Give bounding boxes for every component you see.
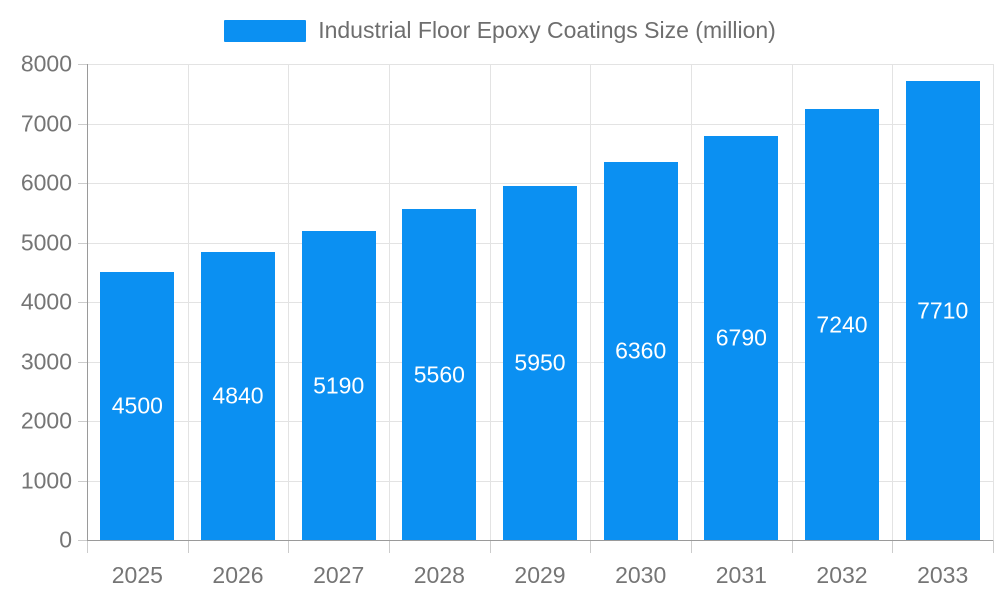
x-axis-tick-label: 2030: [615, 562, 667, 588]
legend-label: Industrial Floor Epoxy Coatings Size (mi…: [318, 17, 776, 43]
y-axis-tick: [78, 480, 87, 482]
x-axis-tick-label: 2031: [715, 562, 767, 588]
y-axis-tick: [78, 123, 87, 125]
bar-2030[interactable]: [603, 161, 678, 540]
bar-value-label: 6790: [715, 324, 767, 351]
y-axis-tick-label: 0: [59, 526, 72, 553]
x-axis-tick: [489, 540, 491, 553]
x-axis-tick-label: 2028: [413, 562, 465, 588]
x-axis-tick: [892, 540, 894, 553]
legend-swatch-icon: [224, 19, 307, 42]
y-axis-tick: [78, 242, 87, 244]
y-axis-tick-label: 3000: [20, 348, 72, 374]
x-axis-tick: [187, 540, 189, 553]
x-axis-tick-label: 2027: [313, 562, 365, 588]
y-axis-tick-label: 7000: [20, 110, 72, 136]
y-axis-tick-label: 2000: [20, 407, 72, 434]
x-axis-tick-label: 2032: [816, 562, 868, 588]
bar-2032[interactable]: [805, 109, 879, 540]
gridline-vertical: [892, 64, 894, 540]
y-axis-tick-label: 4000: [20, 288, 72, 315]
gridline-vertical: [590, 64, 592, 540]
bar-value-label: 6360: [615, 337, 667, 364]
gridline-horizontal: [87, 123, 993, 125]
bar-2029[interactable]: [503, 185, 577, 540]
bar-value-label: 5190: [313, 372, 365, 399]
x-axis-line: [87, 540, 993, 541]
gridline-vertical: [288, 64, 290, 540]
y-axis-tick-label: 1000: [20, 467, 72, 493]
x-axis-tick: [87, 540, 88, 553]
gridline-vertical: [791, 64, 793, 540]
bar-value-label: 5560: [413, 361, 465, 388]
y-axis-line: [87, 64, 88, 541]
y-axis-tick: [78, 540, 87, 541]
gridline-vertical: [187, 64, 189, 540]
y-axis-tick-label: 5000: [20, 229, 72, 255]
y-axis-tick-label: 6000: [20, 169, 72, 196]
gridline-horizontal: [87, 183, 993, 184]
gridline-vertical: [489, 64, 491, 540]
bar-2026[interactable]: [201, 252, 275, 540]
x-axis-tick: [590, 540, 592, 553]
y-axis-tick: [78, 421, 87, 422]
gridline-horizontal: [87, 64, 993, 65]
x-axis-tick-label: 2029: [514, 562, 566, 588]
gridline-vertical: [389, 64, 390, 540]
y-axis-tick-label: 8000: [20, 50, 72, 77]
x-axis-tick: [691, 540, 692, 553]
bar-2028[interactable]: [402, 209, 477, 540]
bar-2031[interactable]: [704, 135, 779, 540]
bar-value-label: 4840: [212, 382, 264, 409]
y-axis-tick: [78, 64, 87, 65]
bar-2027[interactable]: [301, 231, 376, 540]
x-axis-tick-label: 2033: [917, 562, 969, 588]
x-axis-tick-label: 2025: [111, 562, 163, 588]
gridline-vertical: [993, 64, 994, 540]
x-axis-tick-label: 2026: [212, 562, 264, 588]
bar-value-label: 4500: [111, 392, 163, 419]
x-axis-tick: [993, 540, 994, 553]
y-axis-tick: [78, 302, 87, 303]
y-axis-tick: [78, 183, 87, 184]
gridline-vertical: [691, 64, 692, 540]
x-axis-tick: [389, 540, 390, 553]
bar-2025[interactable]: [100, 272, 175, 540]
chart-legend[interactable]: Industrial Floor Epoxy Coatings Size (mi…: [0, 17, 1000, 44]
bar-value-label: 5950: [514, 349, 566, 376]
x-axis-tick: [288, 540, 290, 553]
y-axis-tick: [78, 361, 87, 363]
x-axis-tick: [791, 540, 793, 553]
bar-value-label: 7710: [917, 297, 969, 324]
bar-value-label: 7240: [816, 311, 868, 338]
bar-2033[interactable]: [905, 81, 980, 540]
